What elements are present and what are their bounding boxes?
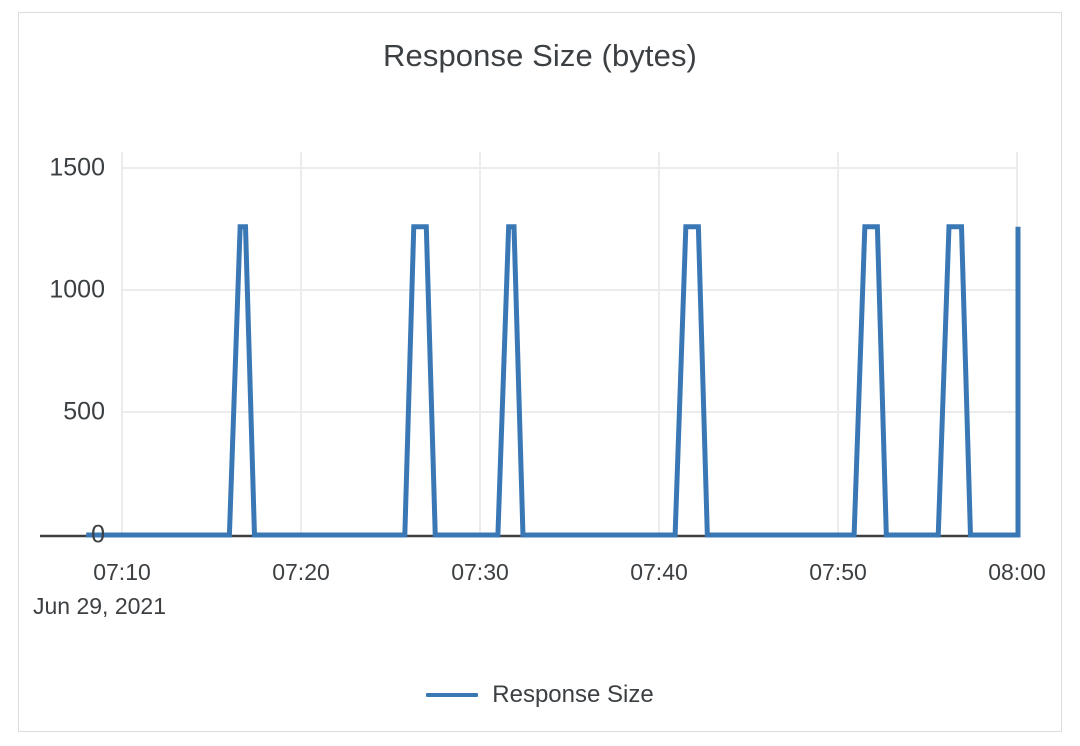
chart-legend: Response Size xyxy=(0,681,1080,709)
x-tick-0710: 07:10 xyxy=(93,559,151,585)
legend-swatch-response-size xyxy=(426,693,479,697)
chart-card xyxy=(18,12,1062,732)
y-axis-tick-labels: 1500 1000 500 0 xyxy=(0,0,105,746)
x-axis-date-label: Jun 29, 2021 xyxy=(33,593,167,619)
x-tick-0750: 07:50 xyxy=(809,559,867,585)
y-tick-1000: 1000 xyxy=(49,275,105,304)
x-tick-0800: 08:00 xyxy=(988,559,1046,585)
y-tick-1500: 1500 xyxy=(49,153,105,182)
x-tick-0740: 07:40 xyxy=(630,559,688,585)
x-tick-0730: 07:30 xyxy=(451,559,509,585)
x-tick-0720: 07:20 xyxy=(272,559,330,585)
chart-title: Response Size (bytes) xyxy=(383,38,697,73)
y-tick-500: 500 xyxy=(63,397,105,426)
y-tick-0: 0 xyxy=(91,520,105,549)
legend-label-response-size: Response Size xyxy=(492,681,654,708)
